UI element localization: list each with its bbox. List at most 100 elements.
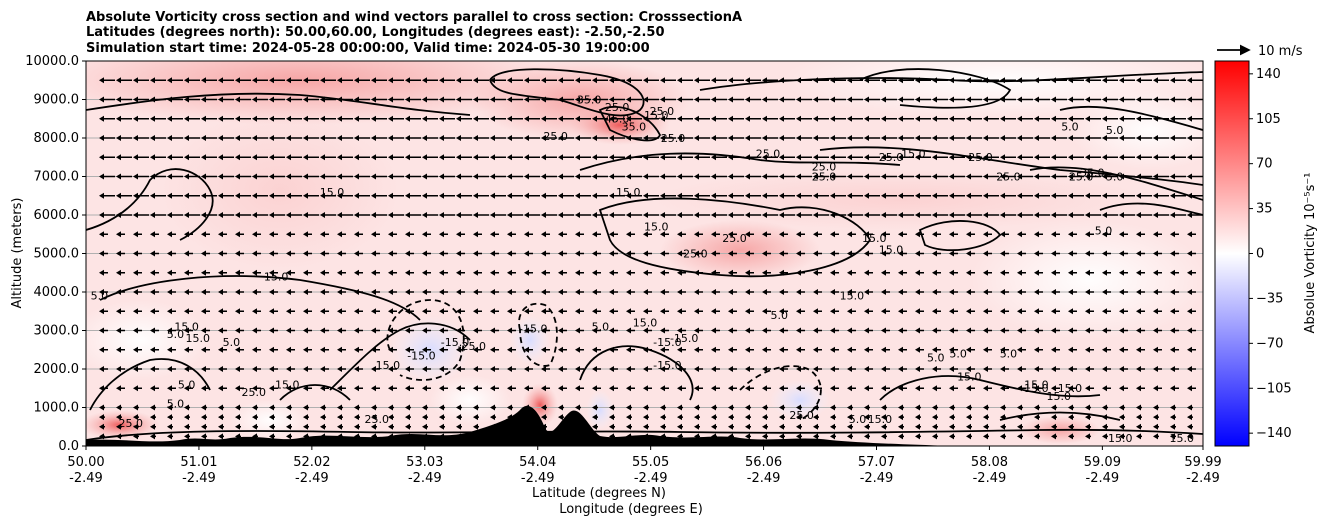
wind-arrow: [473, 404, 479, 411]
wind-arrow: [1068, 231, 1077, 238]
wind-arrow: [609, 414, 615, 421]
x-tick-label-lon: -2.49: [69, 471, 103, 486]
wind-arrow: [932, 327, 941, 334]
wind-arrow: [1034, 433, 1040, 440]
wind-arrow: [677, 77, 693, 84]
wind-arrow: [405, 289, 414, 295]
wind-arrow: [1000, 115, 1016, 122]
wind-arrow: [337, 366, 346, 372]
wind-arrow: [796, 231, 805, 238]
wind-arrow: [456, 366, 465, 372]
wind-arrow: [915, 96, 931, 103]
wind-arrow: [456, 308, 465, 315]
wind-arrow: [949, 433, 955, 440]
wind-arrow: [762, 135, 778, 141]
wind-arrow: [1068, 385, 1077, 392]
wind-arrow: [473, 154, 489, 161]
wind-arrow: [592, 404, 598, 411]
wind-arrow: [830, 77, 846, 84]
wind-arrow: [133, 250, 142, 257]
wind-arrow: [422, 192, 438, 199]
wind-arrow: [354, 366, 363, 372]
wind-arrow: [898, 135, 914, 141]
wind-arrow: [1017, 433, 1023, 440]
wind-arrow: [1170, 327, 1179, 334]
wind-arrow: [813, 289, 822, 295]
wind-arrow: [1085, 404, 1091, 411]
wind-arrow: [303, 212, 319, 218]
wind-arrow: [626, 154, 642, 161]
wind-arrow: [796, 414, 802, 421]
wind-arrow: [745, 135, 761, 141]
wind-arrow: [541, 346, 550, 353]
wind-arrow: [150, 366, 159, 372]
wind-arrow: [728, 173, 744, 180]
wind-arrow: [388, 212, 404, 218]
wind-arrow: [252, 135, 268, 141]
wind-arrow: [1051, 173, 1067, 180]
wind-arrow: [99, 327, 108, 334]
contour-labels: 25.035.045.0 15.025.035.025.0 25.025.025.0…: [91, 93, 1194, 445]
wind-arrow: [1051, 231, 1060, 238]
wind-arrow: [1187, 308, 1196, 315]
wind-arrow: [1000, 77, 1016, 84]
wind-arrow: [762, 404, 768, 411]
wind-arrow: [184, 192, 200, 199]
wind-arrow: [966, 308, 975, 315]
wind-arrow: [1187, 433, 1193, 440]
wind-arrow: [745, 289, 754, 295]
y-tick-label: 5000.0: [34, 247, 80, 262]
wind-arrow: [779, 135, 795, 141]
x-tick-label-lat: 50.00: [67, 455, 104, 470]
wind-arrow: [983, 96, 999, 103]
wind-arrow: [677, 346, 686, 353]
y-tick-label: 6000.0: [34, 208, 80, 223]
wind-arrow: [252, 366, 261, 372]
wind-arrow: [932, 308, 941, 315]
wind-arrow: [252, 173, 268, 180]
wind-arrow: [728, 414, 734, 421]
wind-arrow: [388, 385, 397, 392]
wind-arrow: [864, 212, 880, 218]
wind-arrow: [796, 308, 805, 315]
wind-arrow: [1136, 289, 1145, 295]
wind-arrow: [490, 414, 496, 421]
wind-arrow: [898, 308, 907, 315]
wind-arrow: [1017, 96, 1033, 103]
wind-arrow: [507, 77, 523, 84]
wind-arrow: [677, 404, 683, 411]
wind-arrow: [201, 366, 210, 372]
wind-arrow: [269, 154, 285, 161]
wind-arrow: [422, 231, 431, 238]
wind-arrow: [218, 135, 234, 141]
wind-arrow: [1068, 212, 1084, 218]
wind-arrow: [677, 327, 686, 334]
wind-arrow: [1136, 423, 1142, 430]
wind-arrow: [779, 385, 788, 392]
wind-arrow: [575, 77, 591, 84]
wind-arrow: [779, 366, 788, 372]
colorbar-tick-label: 35: [1256, 202, 1273, 217]
wind-arrow: [677, 212, 693, 218]
wind-arrow: [133, 346, 142, 353]
wind-arrow: [1068, 173, 1084, 180]
wind-arrow: [1153, 192, 1169, 199]
wind-arrow: [286, 385, 295, 392]
wind-arrow: [881, 77, 897, 84]
wind-arrow: [337, 96, 353, 103]
wind-arrow: [643, 269, 652, 276]
wind-arrow: [932, 192, 948, 199]
wind-arrow: [1000, 327, 1009, 334]
wind-arrow: [1000, 173, 1016, 180]
wind-arrow: [949, 231, 958, 238]
wind-arrow: [762, 366, 771, 372]
wind-arrow: [541, 404, 547, 411]
wind-arrow: [1000, 96, 1016, 103]
wind-arrow: [966, 154, 982, 161]
wind-arrow: [830, 250, 839, 257]
wind-arrow: [949, 414, 955, 421]
wind-arrow: [575, 231, 584, 238]
wind-arrow: [609, 250, 618, 257]
wind-arrow: [643, 154, 659, 161]
wind-arrow: [218, 77, 234, 84]
